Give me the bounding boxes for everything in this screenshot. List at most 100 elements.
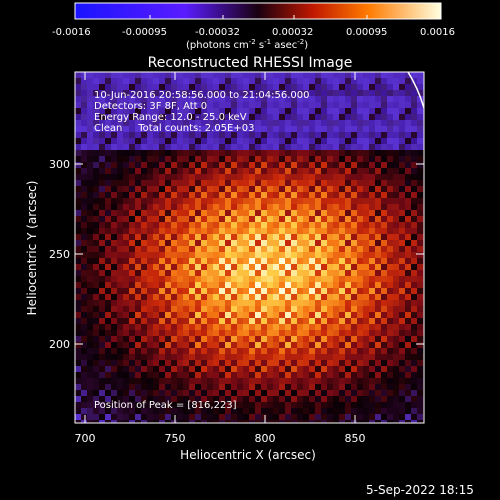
image-pixel [117,96,123,102]
image-pixel [381,216,387,222]
image-pixel [243,198,249,204]
image-pixel [189,216,195,222]
image-pixel [213,300,219,306]
image-pixel [93,336,99,342]
image-pixel [399,72,405,78]
image-pixel [147,384,153,390]
image-pixel [285,396,291,402]
image-pixel [297,318,303,324]
image-pixel [183,162,189,168]
image-pixel [237,222,243,228]
image-pixel [273,162,279,168]
image-pixel [219,258,225,264]
image-pixel [153,186,159,192]
image-pixel [219,264,225,270]
image-pixel [99,300,105,306]
image-pixel [249,150,255,156]
image-pixel [381,342,387,348]
image-pixel [195,378,201,384]
image-pixel [321,114,327,120]
image-pixel [321,378,327,384]
image-pixel [387,282,393,288]
image-pixel [87,132,93,138]
image-pixel [261,384,267,390]
image-pixel [339,132,345,138]
image-pixel [75,288,81,294]
image-pixel [417,222,423,228]
image-pixel [381,186,387,192]
image-pixel [315,282,321,288]
image-pixel [333,132,339,138]
image-pixel [219,102,225,108]
image-pixel [285,318,291,324]
image-pixel [273,234,279,240]
image-pixel [393,330,399,336]
image-pixel [189,318,195,324]
image-pixel [417,294,423,300]
image-pixel [255,228,261,234]
image-pixel [399,108,405,114]
image-pixel [273,210,279,216]
image-pixel [357,186,363,192]
image-pixel [273,90,279,96]
image-pixel [351,144,357,150]
image-pixel [273,342,279,348]
image-pixel [393,312,399,318]
image-pixel [291,132,297,138]
image-pixel [297,354,303,360]
image-pixel [369,72,375,78]
image-pixel [321,354,327,360]
image-pixel [315,360,321,366]
image-pixel [321,96,327,102]
image-pixel [285,144,291,150]
image-pixel [303,414,309,420]
image-pixel [411,312,417,318]
image-pixel [141,198,147,204]
image-pixel [99,354,105,360]
image-pixel [147,360,153,366]
image-pixel [105,174,111,180]
image-pixel [189,144,195,150]
image-pixel [165,162,171,168]
image-pixel [183,372,189,378]
image-pixel [303,168,309,174]
image-pixel [387,336,393,342]
image-pixel [261,306,267,312]
image-pixel [345,276,351,282]
image-pixel [333,198,339,204]
image-pixel [387,354,393,360]
image-pixel [219,306,225,312]
image-pixel [165,390,171,396]
image-pixel [369,396,375,402]
image-pixel [165,396,171,402]
image-pixel [249,378,255,384]
image-pixel [147,366,153,372]
image-pixel [219,420,225,423]
image-pixel [171,342,177,348]
image-pixel [261,300,267,306]
image-pixel [333,282,339,288]
image-pixel [195,162,201,168]
image-pixel [129,156,135,162]
image-pixel [249,138,255,144]
image-pixel [405,318,411,324]
image-pixel [261,336,267,342]
image-pixel [93,342,99,348]
image-pixel [75,162,81,168]
image-pixel [87,162,93,168]
image-pixel [381,348,387,354]
image-pixel [279,114,285,120]
image-pixel [159,132,165,138]
image-pixel [315,156,321,162]
image-pixel [87,252,93,258]
image-pixel [417,264,423,270]
image-pixel [417,234,423,240]
image-pixel [321,222,327,228]
image-pixel [387,372,393,378]
image-pixel [399,84,405,90]
image-pixel [255,186,261,192]
image-pixel [195,366,201,372]
image-pixel [309,138,315,144]
image-pixel [189,96,195,102]
image-pixel [369,306,375,312]
